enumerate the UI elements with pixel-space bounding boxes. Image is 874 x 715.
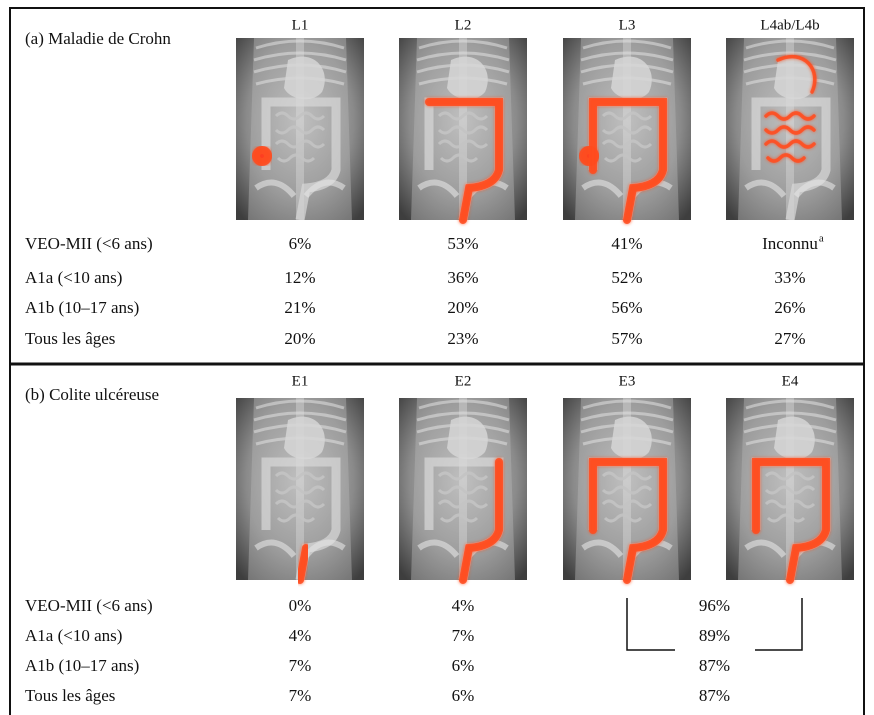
column-header: L1 bbox=[292, 17, 309, 33]
column-header: L2 bbox=[455, 17, 472, 33]
lesion bbox=[256, 150, 268, 162]
cell-value: 89% bbox=[699, 626, 730, 645]
cell-value: 96% bbox=[699, 596, 730, 615]
cell-value: 20% bbox=[447, 298, 478, 317]
row-label: Tous les âges bbox=[25, 686, 115, 705]
anatomy-image bbox=[236, 398, 364, 580]
cell-value: 26% bbox=[774, 298, 805, 317]
cell-value: 21% bbox=[284, 298, 315, 317]
anatomy-image bbox=[399, 38, 527, 220]
row-label: A1b (10–17 ans) bbox=[25, 298, 139, 317]
anatomy-image bbox=[236, 38, 364, 220]
panel-title: (b) Colite ulcéreuse bbox=[25, 385, 159, 404]
anatomy-image bbox=[726, 38, 854, 220]
cell-value: 20% bbox=[284, 329, 315, 348]
column-header: E3 bbox=[619, 373, 636, 389]
anatomy-image bbox=[726, 398, 854, 580]
body bbox=[726, 398, 854, 580]
column-header: E1 bbox=[292, 373, 309, 389]
cell-value: 0% bbox=[289, 596, 312, 615]
cell-value: Inconnu bbox=[762, 234, 818, 253]
row-label: A1b (10–17 ans) bbox=[25, 656, 139, 675]
cell-value: 4% bbox=[289, 626, 312, 645]
cell-value: 7% bbox=[452, 626, 475, 645]
body bbox=[399, 38, 527, 220]
cell-value: 36% bbox=[447, 268, 478, 287]
cell-value: 6% bbox=[452, 686, 475, 705]
cell-value: 7% bbox=[289, 686, 312, 705]
cell-value: 41% bbox=[611, 234, 642, 253]
body bbox=[563, 398, 691, 580]
figure: (a) Maladie de Crohn L1 L2 L3 L4ab/L4b VEO-MI… bbox=[0, 0, 874, 715]
cell-value: 6% bbox=[289, 234, 312, 253]
cell-value: 12% bbox=[284, 268, 315, 287]
anatomy-image bbox=[563, 398, 691, 580]
column-header: E2 bbox=[455, 373, 472, 389]
cell-value: 4% bbox=[452, 596, 475, 615]
cell-value: 57% bbox=[611, 329, 642, 348]
cell-value: 87% bbox=[699, 686, 730, 705]
cell-value: 7% bbox=[289, 656, 312, 675]
anatomy-image bbox=[563, 38, 691, 220]
row-label: Tous les âges bbox=[25, 329, 115, 348]
cell-value: 6% bbox=[452, 656, 475, 675]
column-header: L3 bbox=[619, 17, 636, 33]
anatomy-image bbox=[399, 398, 527, 580]
row-label: A1a (<10 ans) bbox=[25, 626, 122, 645]
cell-value: 87% bbox=[699, 656, 730, 675]
body bbox=[236, 398, 364, 580]
column-header: L4ab/L4b bbox=[760, 17, 819, 33]
panel-title: (a) Maladie de Crohn bbox=[25, 29, 171, 48]
body bbox=[399, 398, 527, 580]
row-label: VEO-MII (<6 ans) bbox=[25, 596, 153, 615]
cell-value: 23% bbox=[447, 329, 478, 348]
highlight bbox=[256, 150, 268, 162]
row-label: A1a (<10 ans) bbox=[25, 268, 122, 287]
cell-value: 56% bbox=[611, 298, 642, 317]
body bbox=[236, 38, 364, 220]
footnote-marker: a bbox=[819, 233, 824, 245]
body bbox=[563, 38, 691, 220]
cell-value: 27% bbox=[774, 329, 805, 348]
row-label: VEO-MII (<6 ans) bbox=[25, 234, 153, 253]
column-header: E4 bbox=[782, 373, 799, 389]
cell-value: 53% bbox=[447, 234, 478, 253]
cell-value: 33% bbox=[774, 268, 805, 287]
cell-value: 52% bbox=[611, 268, 642, 287]
